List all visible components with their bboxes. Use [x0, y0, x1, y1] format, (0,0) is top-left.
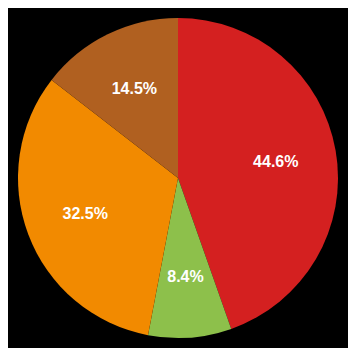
svg-text:32.5%: 32.5% — [63, 205, 108, 222]
svg-text:8.4%: 8.4% — [167, 268, 203, 285]
svg-text:44.6%: 44.6% — [253, 153, 298, 170]
svg-text:14.5%: 14.5% — [112, 80, 157, 97]
